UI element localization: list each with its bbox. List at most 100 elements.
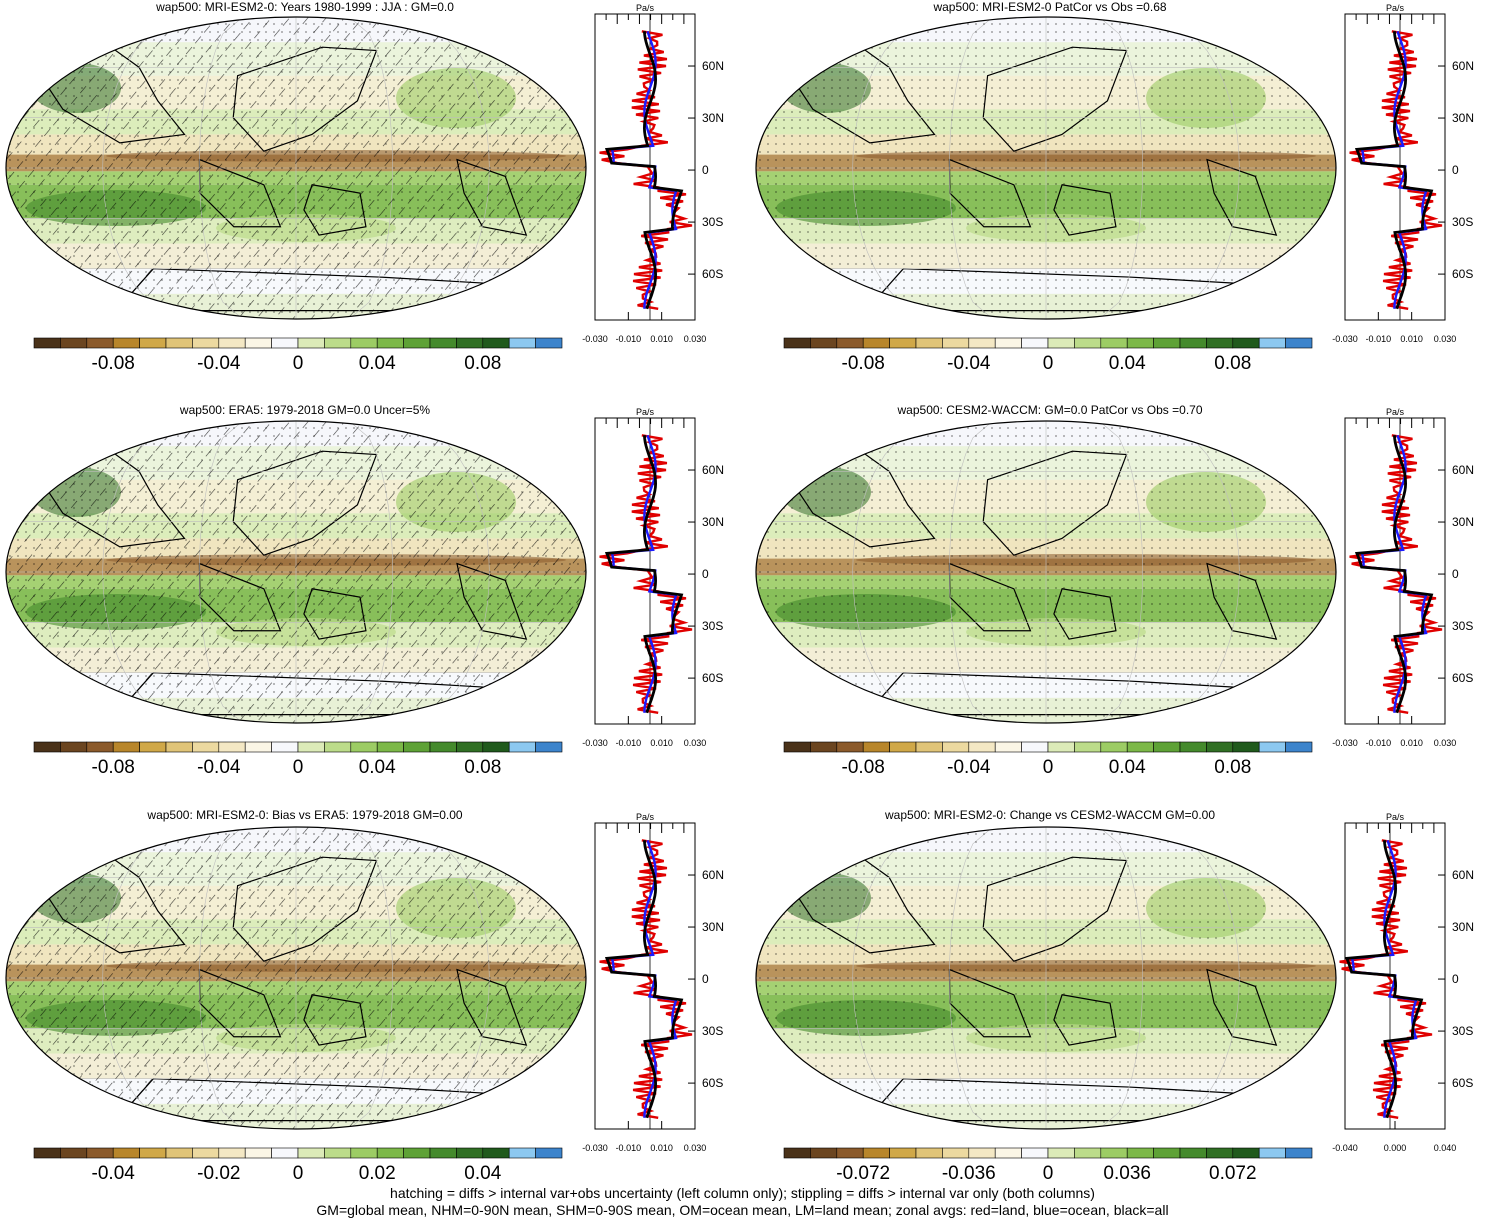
colorbar-swatch bbox=[915, 337, 943, 349]
colorbar-swatch bbox=[1074, 337, 1102, 349]
map-border bbox=[755, 16, 1337, 320]
profile-frame bbox=[594, 417, 696, 725]
colorbar-swatch bbox=[942, 1147, 970, 1159]
colorbar-swatch bbox=[403, 337, 431, 349]
colorbar-label: 0 bbox=[293, 1163, 304, 1184]
lat-label: 30N bbox=[702, 920, 724, 934]
colorbar-swatch bbox=[244, 337, 272, 349]
colorbar-swatch bbox=[165, 1147, 193, 1159]
map-field bbox=[756, 17, 1336, 319]
colorbar-label: 0 bbox=[1043, 757, 1054, 778]
x-tick-label: 0.030 bbox=[684, 738, 707, 748]
all-profile-line bbox=[1354, 435, 1434, 714]
colorbar-swatch bbox=[403, 1147, 431, 1159]
colorbar-label: -0.04 bbox=[947, 757, 991, 778]
x-tick-label: 0.010 bbox=[1400, 738, 1423, 748]
lat-label: 30S bbox=[1452, 215, 1473, 229]
x-tick-label: -0.010 bbox=[616, 334, 642, 344]
lat-label: 0 bbox=[702, 567, 709, 581]
map-panel-4 bbox=[755, 420, 1337, 724]
x-tick-label: 0.010 bbox=[650, 334, 673, 344]
panel-title-5: wap500: MRI-ESM2-0: Bias vs ERA5: 1979-2… bbox=[147, 808, 463, 822]
x-tick-label: -0.040 bbox=[1332, 1143, 1358, 1153]
colorbar-swatch bbox=[508, 1147, 536, 1159]
x-tick-label: -0.010 bbox=[1366, 738, 1392, 748]
colorbar-swatch bbox=[86, 337, 114, 349]
colorbar-swatch bbox=[33, 741, 61, 753]
map-field bbox=[756, 421, 1336, 723]
map-border bbox=[5, 420, 587, 724]
colorbar-swatch bbox=[1074, 741, 1102, 753]
x-tick-label: 0.040 bbox=[1434, 1143, 1457, 1153]
colorbar-label: 0 bbox=[1043, 1163, 1054, 1184]
colorbar-swatch bbox=[403, 741, 431, 753]
colorbar-swatch bbox=[86, 741, 114, 753]
colorbar-swatch bbox=[783, 1147, 811, 1159]
lat-label: 60N bbox=[1452, 868, 1474, 882]
profile-unit: Pa/s bbox=[636, 813, 655, 822]
colorbar-label: 0.072 bbox=[1209, 1163, 1257, 1184]
colorbar-swatch bbox=[429, 1147, 457, 1159]
colorbar-2: -0.08 -0.04 0 0.04 0.08 bbox=[783, 337, 1313, 374]
lat-label: 30S bbox=[1452, 619, 1473, 633]
colorbar-swatch bbox=[1285, 337, 1313, 349]
colorbar-swatch bbox=[112, 1147, 140, 1159]
panel-title-2: wap500: MRI-ESM2-0 PatCor vs Obs =0.68 bbox=[933, 0, 1167, 14]
colorbar-6: -0.072 -0.036 0 0.036 0.072 bbox=[783, 1147, 1313, 1184]
map-panel-1 bbox=[5, 16, 587, 320]
colorbar-swatch bbox=[1153, 1147, 1181, 1159]
profile-frame bbox=[1344, 13, 1446, 321]
zonal-profile-1: Pa/s 60N 30N 0 30S 60S -0.030 -0.010 0.010 0.030 bbox=[582, 4, 724, 344]
colorbar-swatch bbox=[1285, 1147, 1313, 1159]
colorbar-swatch bbox=[112, 741, 140, 753]
lat-label: 60N bbox=[702, 59, 724, 73]
map-panel-3 bbox=[5, 420, 587, 724]
colorbar-swatch bbox=[1047, 1147, 1075, 1159]
all-profile-line bbox=[1354, 31, 1434, 310]
x-tick-label: 0.000 bbox=[1384, 1143, 1407, 1153]
colorbar-swatch bbox=[271, 337, 299, 349]
colorbar-swatch bbox=[1074, 1147, 1102, 1159]
lat-label: 60S bbox=[702, 671, 723, 685]
colorbar-swatch bbox=[60, 741, 88, 753]
colorbar-swatch bbox=[218, 1147, 246, 1159]
colorbar-swatch bbox=[1047, 741, 1075, 753]
zonal-profile-6: Pa/s 60N 30N 0 30S 60S -0.040 0.000 0.040 bbox=[1332, 813, 1474, 1153]
colorbar-swatch bbox=[165, 337, 193, 349]
colorbar-swatch bbox=[139, 741, 167, 753]
profile-frame bbox=[1344, 417, 1446, 725]
colorbar-swatch bbox=[994, 741, 1022, 753]
map-field bbox=[6, 827, 586, 1129]
colorbar-label: -0.08 bbox=[92, 757, 135, 778]
lat-label: 60S bbox=[1452, 1076, 1473, 1090]
colorbar-swatch bbox=[244, 1147, 272, 1159]
colorbar-swatch bbox=[994, 1147, 1022, 1159]
lat-label: 60N bbox=[702, 868, 724, 882]
map-field bbox=[756, 827, 1336, 1129]
colorbar-swatch bbox=[429, 337, 457, 349]
colorbar-label: -0.04 bbox=[92, 1163, 136, 1184]
colorbar-swatch bbox=[1258, 337, 1286, 349]
stippling bbox=[756, 17, 1336, 319]
colorbar-swatch bbox=[810, 741, 838, 753]
colorbar-swatch bbox=[376, 741, 404, 753]
map-panel-5 bbox=[5, 826, 587, 1130]
colorbar-swatch bbox=[324, 1147, 352, 1159]
lat-label: 30N bbox=[702, 515, 724, 529]
map-border bbox=[5, 16, 587, 320]
colorbar-5: -0.04 -0.02 0 0.02 0.04 bbox=[33, 1147, 563, 1184]
colorbar-swatch bbox=[1179, 337, 1207, 349]
colorbar-swatch bbox=[60, 1147, 88, 1159]
colorbar-label: -0.04 bbox=[197, 353, 241, 374]
colorbar-swatch bbox=[1179, 741, 1207, 753]
colorbar-swatch bbox=[783, 741, 811, 753]
colorbar-swatch bbox=[33, 337, 61, 349]
land-profile-line bbox=[599, 30, 693, 310]
colorbar-swatch bbox=[862, 741, 890, 753]
colorbar-swatch bbox=[139, 337, 167, 349]
colorbar-swatch bbox=[297, 741, 325, 753]
lat-label: 30S bbox=[702, 619, 723, 633]
lat-label: 0 bbox=[702, 163, 709, 177]
x-tick-label: -0.010 bbox=[616, 1143, 642, 1153]
profile-frame bbox=[594, 13, 696, 321]
